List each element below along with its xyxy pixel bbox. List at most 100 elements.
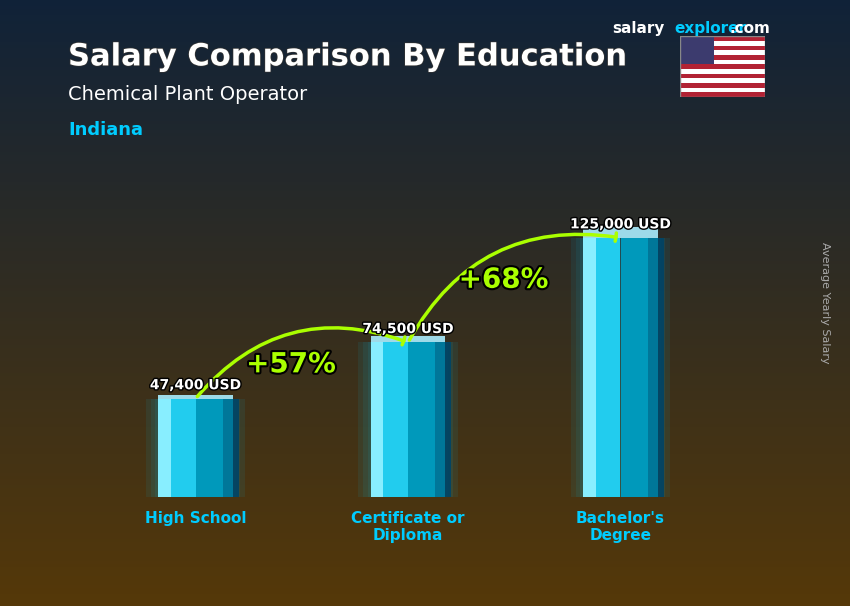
Bar [0,221,850,224]
Bar [0,430,850,433]
Bar [0,227,850,230]
Bar [0,182,850,185]
Bar [0,155,850,158]
Bar [358,342,458,497]
Bar [422,342,425,497]
Bar [190,399,193,497]
Bar [653,238,655,497]
Bar [0,21,850,24]
Bar [0,394,850,397]
Bar [0,485,850,488]
Bar [168,399,171,497]
Bar [0,597,850,600]
Bar [371,336,445,342]
Bar [0,439,850,442]
Bar [655,238,658,497]
Bar [0,127,850,130]
Bar [161,399,163,497]
Bar [203,399,206,497]
Bar [0,133,850,136]
Bar [381,342,383,497]
Bar [0,139,850,142]
Bar [0,551,850,554]
Bar [395,342,398,497]
Bar [0,345,850,348]
Bar [680,36,714,64]
Bar [0,279,850,282]
Bar [583,227,658,238]
Bar [0,239,850,242]
Bar [0,282,850,285]
Bar [212,399,215,497]
Bar [0,55,850,58]
Bar [615,238,618,497]
Bar [225,399,228,497]
Bar [430,342,433,497]
Bar [373,342,376,497]
Bar [151,399,240,497]
Bar [0,224,850,227]
Bar [0,500,850,503]
Bar [0,88,850,91]
Bar [0,209,850,212]
Bar [680,64,765,69]
Bar [0,436,850,439]
Bar [0,461,850,464]
Text: 47,400 USD: 47,400 USD [150,378,241,392]
Bar [626,238,628,497]
Bar [0,291,850,294]
Bar [398,342,400,497]
Bar [0,339,850,342]
Bar [0,67,850,70]
Bar [0,258,850,261]
Bar [0,467,850,470]
Bar [0,421,850,424]
Bar [383,342,386,497]
Bar [0,76,850,79]
Bar [0,509,850,512]
Bar [0,403,850,406]
Bar [658,238,664,497]
Bar [0,121,850,124]
Bar [0,39,850,42]
Bar [158,395,233,399]
Bar [0,185,850,188]
Bar [680,59,765,64]
Bar [0,173,850,176]
Bar [0,464,850,467]
Bar [0,179,850,182]
Bar [0,188,850,191]
Bar [580,238,661,497]
Bar [0,285,850,288]
Bar [0,124,850,127]
Bar [680,50,765,55]
Bar [0,406,850,409]
Bar [158,399,161,497]
Text: 125,000 USD: 125,000 USD [570,218,671,231]
Bar [0,327,850,330]
Bar [604,238,605,497]
Bar [405,342,408,497]
Bar [0,0,850,3]
Bar [605,238,608,497]
Bar [680,45,765,50]
Bar [0,261,850,264]
Bar [440,342,443,497]
Bar [0,100,850,103]
Bar [233,399,239,497]
Bar [0,367,850,370]
Bar [0,470,850,473]
Bar [388,342,391,497]
Bar [0,515,850,518]
Bar [0,400,850,403]
Bar [0,276,850,279]
Bar [0,588,850,591]
Bar [0,267,850,270]
Bar [638,238,640,497]
Bar [635,238,638,497]
Bar [0,142,850,145]
Bar [223,399,225,497]
Bar [0,24,850,27]
Bar [0,427,850,430]
Bar [180,399,183,497]
